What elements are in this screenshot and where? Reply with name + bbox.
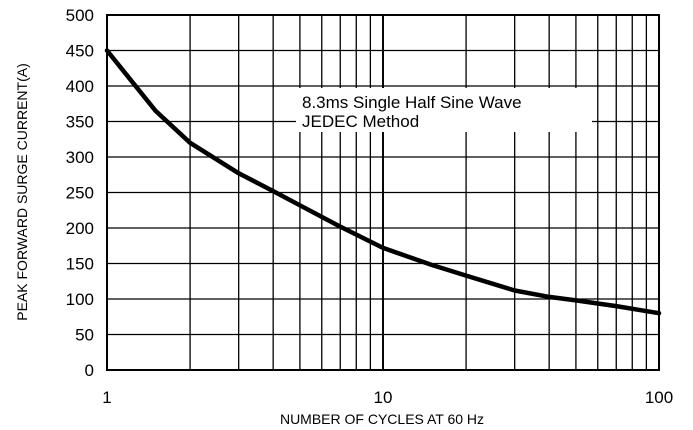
y-tick-label: 350 (66, 113, 94, 132)
y-tick-label: 100 (66, 290, 94, 309)
y-tick-label: 450 (66, 42, 94, 61)
x-tick-label: 10 (374, 388, 393, 407)
annotation-box (296, 88, 592, 132)
y-tick-label: 400 (66, 77, 94, 96)
x-tick-label: 1 (102, 388, 111, 407)
y-tick-label: 50 (75, 326, 94, 345)
annotation-line-2: JEDEC Method (302, 112, 419, 131)
y-tick-label: 200 (66, 219, 94, 238)
y-tick-label: 500 (66, 6, 94, 25)
series (104, 48, 662, 316)
grid (106, 14, 660, 371)
annotation-line-1: 8.3ms Single Half Sine Wave (302, 93, 522, 112)
y-tick-label: 0 (85, 361, 94, 380)
x-axis-label: NUMBER OF CYCLES AT 60 Hz (280, 411, 484, 427)
y-tick-label: 300 (66, 148, 94, 167)
plot-frame (106, 14, 660, 371)
y-axis-label: PEAK FORWARD SURGE CURRENT(A) (14, 63, 30, 320)
tick-labels: 0 50 100 150 200 250 300 350 400 450 500 1 10 100 (66, 6, 674, 407)
surge-current-curve (104, 48, 662, 316)
y-tick-label: 150 (66, 255, 94, 274)
y-tick-label: 250 (66, 184, 94, 203)
x-tick-label: 100 (645, 388, 673, 407)
